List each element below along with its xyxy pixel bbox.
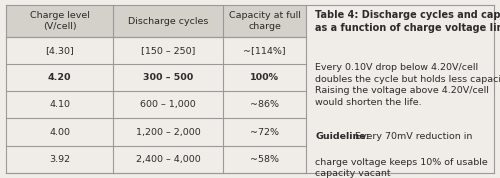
Text: ~58%: ~58% bbox=[250, 155, 279, 164]
Text: 300 – 500: 300 – 500 bbox=[143, 73, 194, 82]
Text: charge voltage keeps 10% of usable
capacity vacant: charge voltage keeps 10% of usable capac… bbox=[315, 158, 488, 178]
Text: 3.92: 3.92 bbox=[49, 155, 70, 164]
Text: Every 70mV reduction in: Every 70mV reduction in bbox=[352, 132, 472, 141]
Text: Every 0.10V drop below 4.20V/cell
doubles the cycle but holds less capacity.
Rai: Every 0.10V drop below 4.20V/cell double… bbox=[315, 63, 500, 107]
Text: [150 – 250]: [150 – 250] bbox=[141, 46, 196, 55]
Text: ~86%: ~86% bbox=[250, 100, 279, 109]
Text: ~72%: ~72% bbox=[250, 127, 279, 137]
Bar bbox=[6, 5, 306, 37]
Text: [4.30]: [4.30] bbox=[46, 46, 74, 55]
Text: Charge level
(V/cell): Charge level (V/cell) bbox=[30, 11, 90, 31]
Text: 4.20: 4.20 bbox=[48, 73, 72, 82]
Text: Capacity at full
charge: Capacity at full charge bbox=[228, 11, 300, 31]
Text: 2,400 – 4,000: 2,400 – 4,000 bbox=[136, 155, 200, 164]
Text: Discharge cycles: Discharge cycles bbox=[128, 17, 208, 26]
Text: 4.10: 4.10 bbox=[49, 100, 70, 109]
Text: Table 4: Discharge cycles and capacity
as a function of charge voltage limit: Table 4: Discharge cycles and capacity a… bbox=[315, 10, 500, 33]
Text: ~[114%]: ~[114%] bbox=[244, 46, 286, 55]
Text: 4.00: 4.00 bbox=[49, 127, 70, 137]
Text: 1,200 – 2,000: 1,200 – 2,000 bbox=[136, 127, 200, 137]
Text: 600 – 1,000: 600 – 1,000 bbox=[140, 100, 196, 109]
Text: 100%: 100% bbox=[250, 73, 279, 82]
Text: Guideline:: Guideline: bbox=[315, 132, 370, 141]
